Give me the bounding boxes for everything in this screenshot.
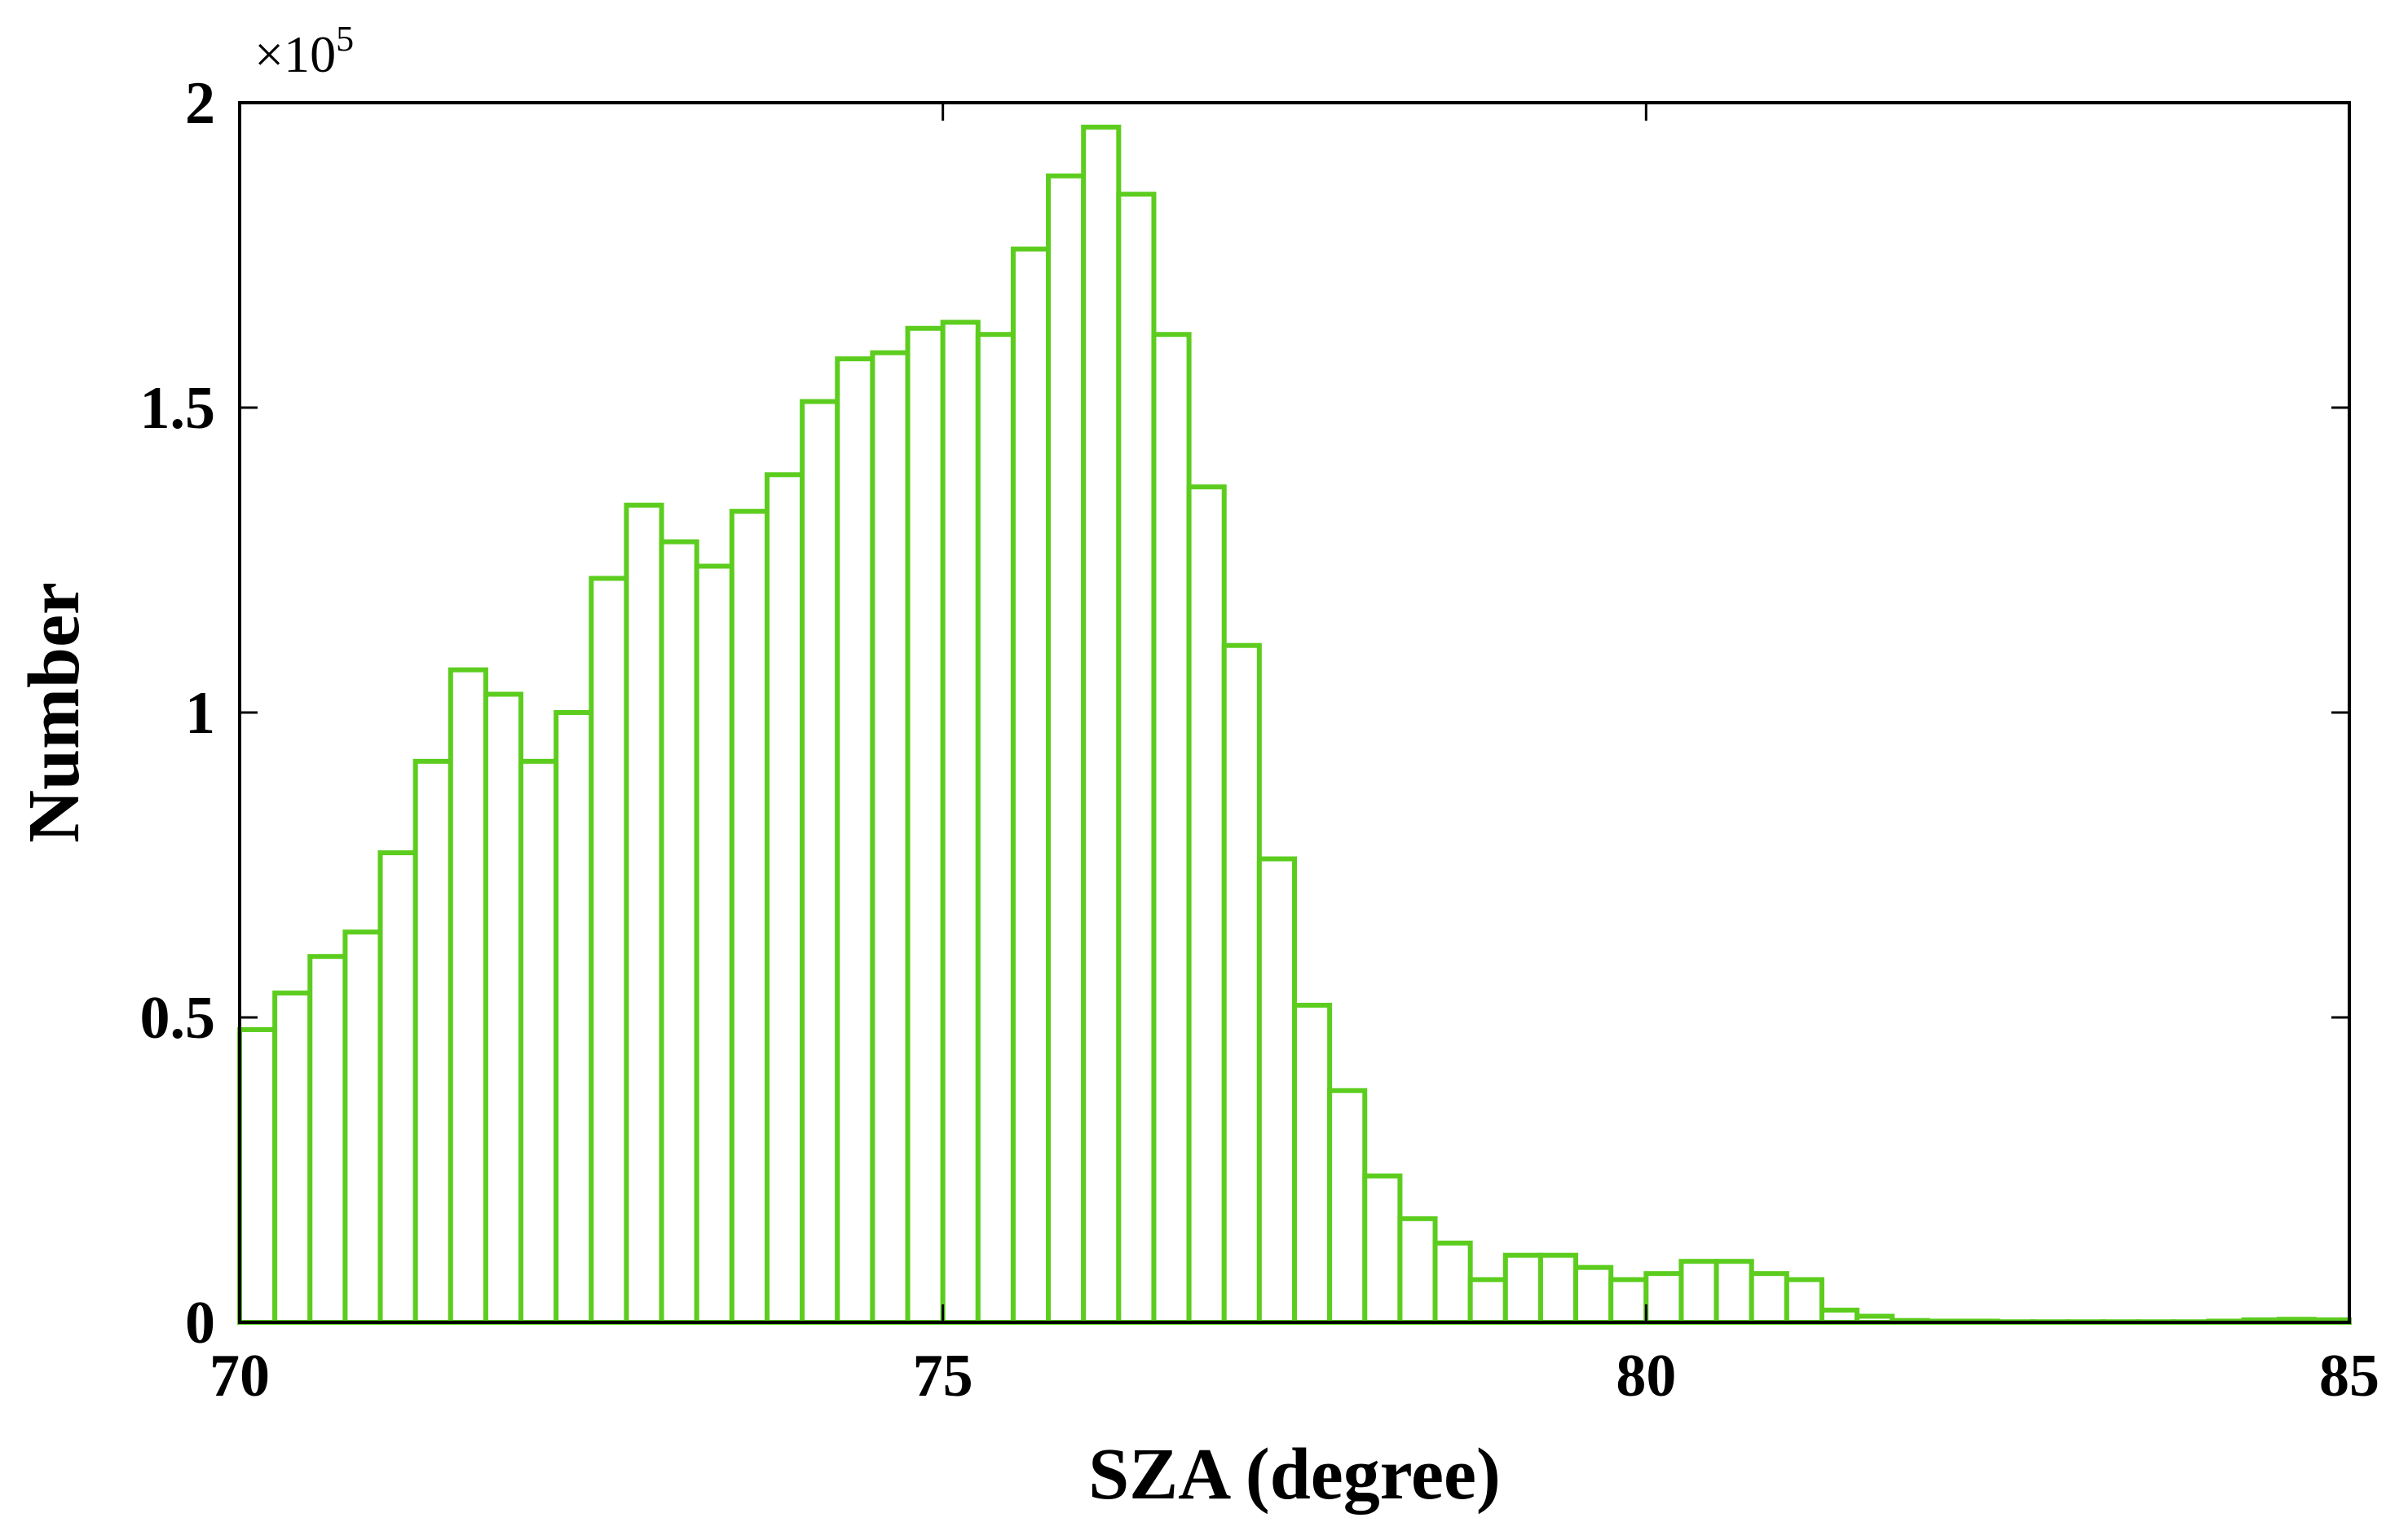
histogram-bar	[342, 929, 383, 1326]
histogram-bar	[483, 691, 524, 1325]
histogram-bar	[1397, 1216, 1438, 1325]
histogram-bar	[377, 850, 418, 1326]
histogram-bar	[729, 509, 770, 1325]
y-tick-label: 1	[185, 680, 215, 747]
histogram-bars	[237, 124, 2353, 1326]
histogram-bar	[1678, 1259, 1719, 1325]
histogram-bar	[272, 991, 313, 1325]
plot-frame	[238, 101, 2351, 1324]
x-axis-label: SZA (degree)	[1088, 1434, 1501, 1515]
histogram-bar	[1186, 484, 1227, 1325]
y-axis-label: Number	[14, 582, 95, 843]
histogram-bar	[975, 332, 1016, 1325]
y-tick-label: 1.5	[140, 375, 216, 442]
histogram-bar	[905, 325, 946, 1325]
y-tick-label: 0.5	[140, 985, 216, 1052]
histogram-bar	[1502, 1252, 1543, 1325]
x-tick-label: 80	[1616, 1343, 1676, 1410]
histogram-bar	[1537, 1252, 1579, 1325]
y-tick-labels: 0 0.5 1 1.5 2	[140, 70, 216, 1357]
x-tick-labels: 70 75 80 85	[209, 1343, 2379, 1410]
y-multiplier-exponent: 5	[336, 19, 354, 59]
histogram-bar	[624, 502, 664, 1325]
x-tick-label: 70	[209, 1343, 270, 1410]
histogram-bar	[448, 667, 488, 1325]
histogram-bar	[835, 356, 875, 1325]
histogram-bar	[518, 758, 559, 1325]
histogram-bar	[1116, 192, 1157, 1326]
histogram-bar	[1151, 332, 1192, 1325]
histogram-bar	[659, 539, 699, 1325]
x-tick-label: 75	[913, 1343, 973, 1410]
histogram-bar	[1784, 1277, 1825, 1326]
histogram-bar	[1467, 1277, 1508, 1326]
histogram-bar	[1046, 173, 1087, 1325]
histogram-bar	[1221, 642, 1262, 1325]
histogram-bar	[1749, 1271, 1789, 1326]
histogram-bar	[1256, 856, 1298, 1325]
histogram-bar	[1573, 1264, 1614, 1326]
histogram-bar	[1362, 1173, 1403, 1325]
histogram-bar	[1327, 1088, 1368, 1325]
histogram-bar	[765, 472, 805, 1325]
y-axis-multiplier: ×105	[254, 19, 354, 83]
x-tick-label: 85	[2319, 1343, 2379, 1410]
histogram-bar	[553, 710, 594, 1325]
histogram-bar	[800, 399, 840, 1325]
histogram-bar	[1292, 1003, 1333, 1326]
histogram-bar	[589, 576, 629, 1325]
histogram-bar	[237, 1026, 278, 1325]
histogram-bar	[1432, 1240, 1473, 1326]
y-multiplier-base: ×10	[254, 25, 336, 83]
histogram-bar	[870, 350, 911, 1325]
histogram-bar	[1010, 246, 1052, 1325]
histogram-bar	[940, 320, 981, 1325]
histogram-bar	[694, 563, 734, 1325]
histogram-bar	[1819, 1308, 1860, 1326]
y-tick-label: 0	[185, 1290, 215, 1357]
histogram-bar	[412, 758, 453, 1325]
histogram-bar	[1081, 124, 1122, 1325]
y-tick-label: 2	[185, 70, 215, 137]
histogram-bar	[1713, 1259, 1754, 1325]
histogram-bar	[307, 954, 348, 1325]
histogram-bar	[1608, 1277, 1649, 1326]
histogram-bar	[1643, 1271, 1684, 1326]
